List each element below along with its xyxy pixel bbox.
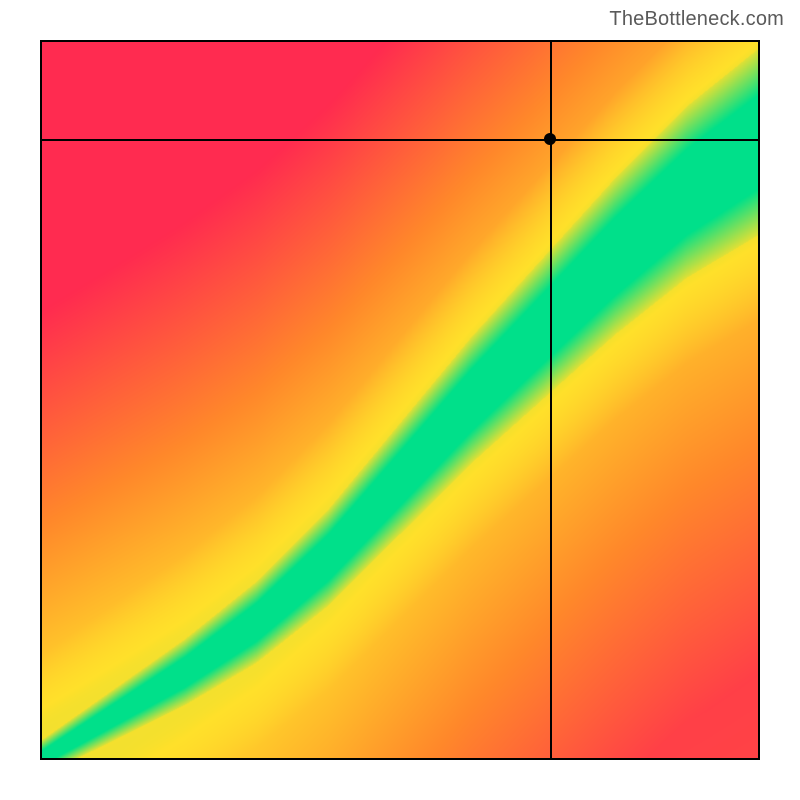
heatmap-canvas xyxy=(42,42,758,758)
crosshair-horizontal xyxy=(42,139,758,141)
crosshair-marker xyxy=(544,133,556,145)
crosshair-vertical xyxy=(550,42,552,758)
heatmap-plot xyxy=(40,40,760,760)
watermark-text: TheBottleneck.com xyxy=(609,8,784,31)
